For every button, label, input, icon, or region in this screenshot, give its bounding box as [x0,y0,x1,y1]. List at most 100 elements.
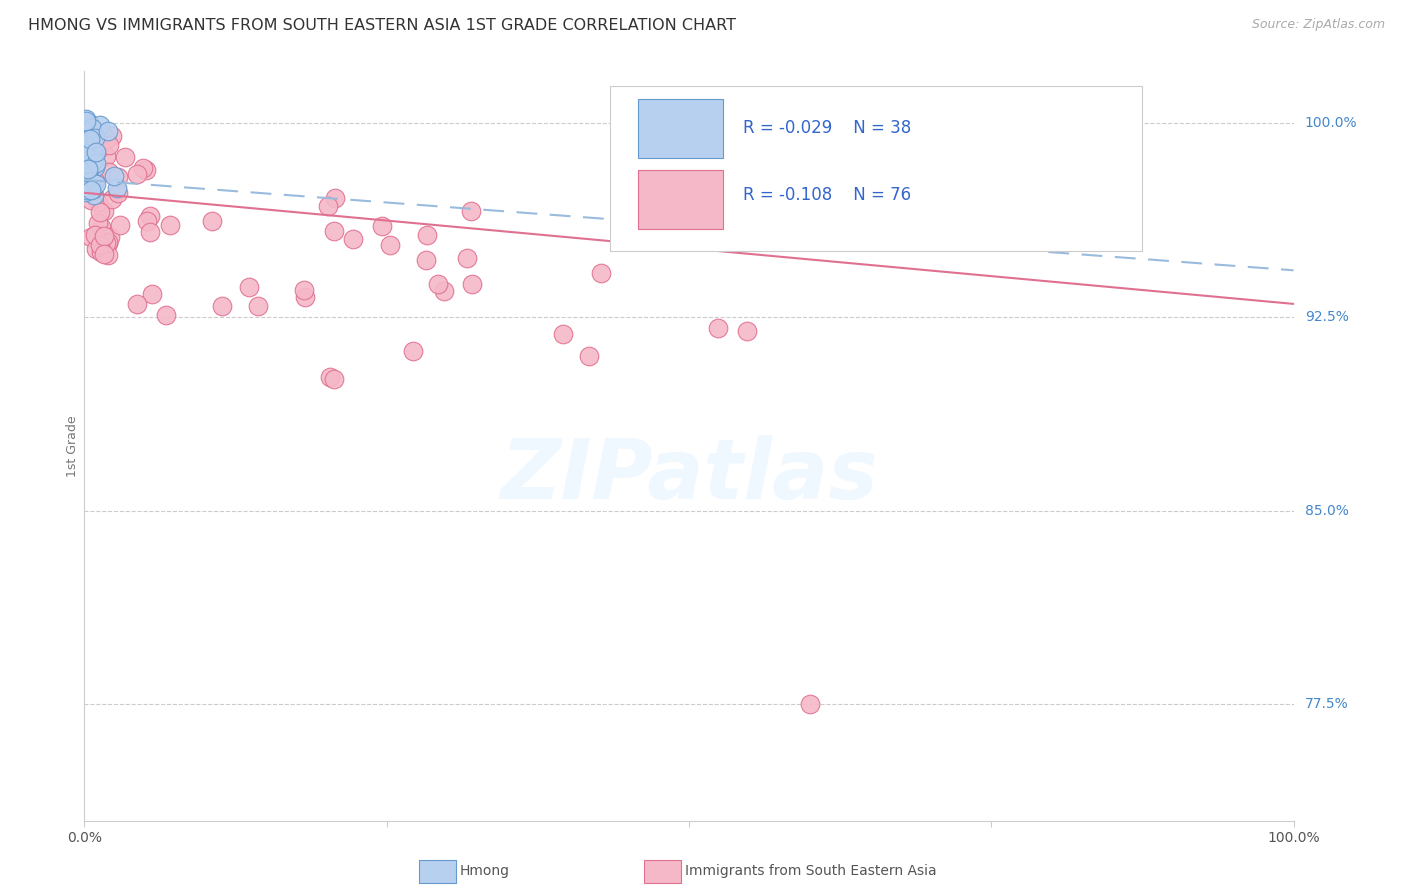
Point [433,284,456,298]
Point [96,149,118,163]
Point [93,228,115,243]
Point [82,182,104,196]
Point [93,247,115,261]
Point [96,132,118,146]
Point [799,698,821,712]
Point [83,130,105,145]
Text: 85.0%: 85.0% [1305,504,1348,517]
FancyBboxPatch shape [638,99,723,158]
Point [79,132,101,146]
Point [371,219,394,233]
Point [127,167,149,181]
Point [76,174,98,188]
Text: Source: ZipAtlas.com: Source: ZipAtlas.com [1251,18,1385,31]
Point [426,277,449,291]
Point [107,186,129,201]
Point [89,205,111,219]
Point [96,236,118,251]
FancyBboxPatch shape [638,170,723,228]
Point [294,289,316,303]
Point [87,216,110,230]
Point [89,118,111,132]
Point [83,126,105,140]
Point [93,204,115,219]
Point [155,308,177,322]
Y-axis label: 1st Grade: 1st Grade [66,415,79,477]
Point [211,299,233,313]
Text: R = -0.108    N = 76: R = -0.108 N = 76 [744,186,911,204]
Point [75,112,97,127]
Point [79,193,101,207]
Point [415,253,437,268]
Point [73,175,96,189]
Point [97,235,120,250]
Point [75,147,97,161]
Point [84,156,107,170]
Point [80,181,103,195]
Point [77,135,100,149]
Point [79,124,101,138]
Point [80,183,103,197]
Point [84,242,107,256]
Point [456,252,478,266]
Point [80,174,103,188]
Point [105,181,128,195]
Point [589,266,612,280]
Point [79,127,101,141]
Point [460,204,482,219]
Point [77,161,100,176]
Point [98,165,121,179]
Point [322,372,344,386]
Point [89,238,111,252]
Point [80,121,103,136]
Point [96,248,118,262]
Point [1101,111,1123,125]
Text: 77.5%: 77.5% [1305,698,1348,712]
Point [238,280,260,294]
Point [139,225,162,239]
Point [292,283,315,297]
Point [83,146,105,161]
Point [342,231,364,245]
Point [77,163,100,178]
Point [578,349,600,363]
Point [83,228,105,243]
Point [79,178,101,192]
FancyBboxPatch shape [610,87,1143,252]
Point [139,209,162,223]
Point [246,300,269,314]
Point [79,117,101,131]
Point [735,325,758,339]
Point [80,121,103,136]
Text: HMONG VS IMMIGRANTS FROM SOUTH EASTERN ASIA 1ST GRADE CORRELATION CHART: HMONG VS IMMIGRANTS FROM SOUTH EASTERN A… [28,18,737,33]
Text: ZIPatlas: ZIPatlas [501,435,877,516]
Point [97,123,120,137]
Point [135,163,157,178]
Text: R = -0.029    N = 38: R = -0.029 N = 38 [744,119,911,136]
Point [79,230,101,244]
Point [416,228,439,243]
Point [378,238,401,252]
Point [90,219,112,234]
Point [83,174,105,188]
Text: Hmong: Hmong [460,864,510,879]
Point [101,128,124,143]
Point [75,185,97,199]
Point [141,287,163,301]
Point [75,114,97,128]
Point [132,161,155,175]
Point [135,213,157,227]
Point [84,160,107,174]
Point [103,169,125,183]
Point [90,245,112,260]
Point [86,144,108,158]
Point [75,183,97,197]
Point [101,193,124,207]
Point [461,277,484,291]
Point [83,139,105,153]
Point [159,218,181,232]
Point [107,170,129,185]
Point [402,343,425,358]
Point [77,147,100,161]
Point [325,191,347,205]
